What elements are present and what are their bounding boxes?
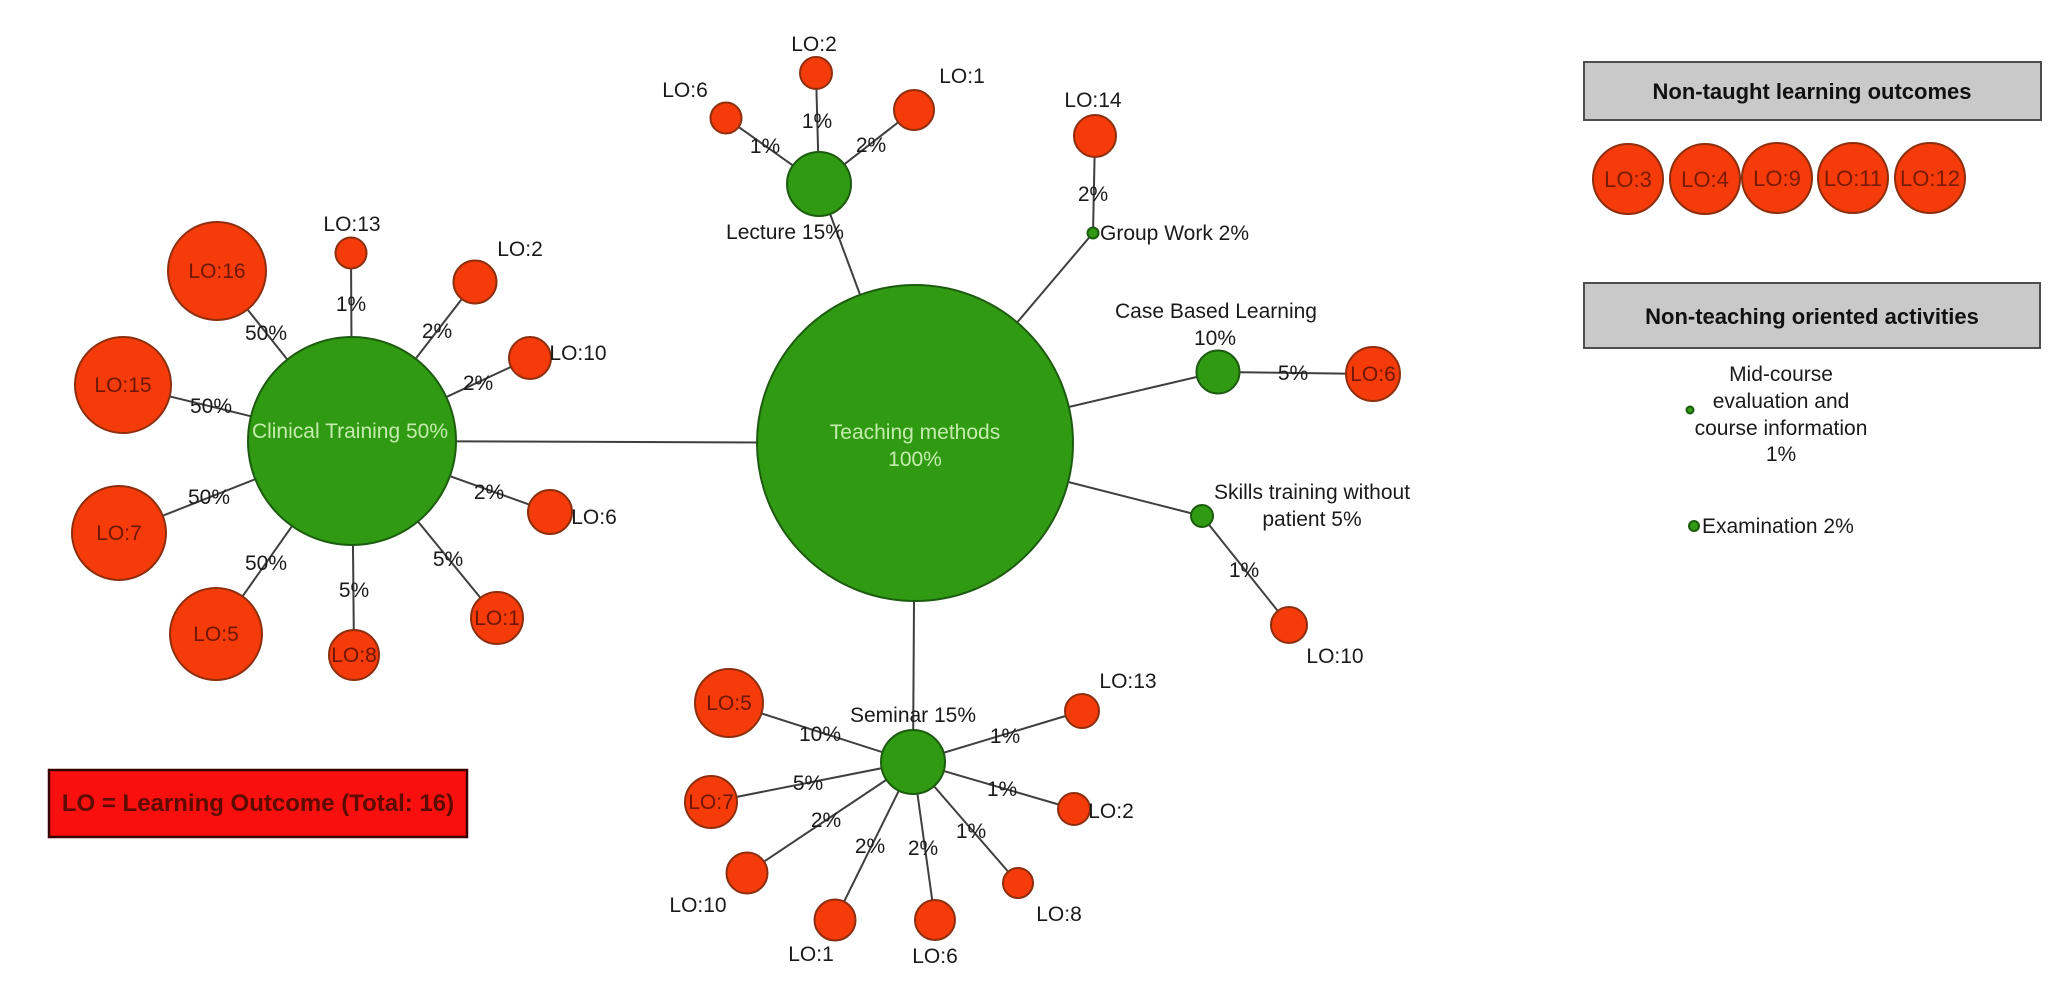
svg-text:LO:10: LO:10 <box>1306 645 1363 668</box>
svg-text:LO:11: LO:11 <box>1824 166 1882 191</box>
svg-text:Case Based Learning: Case Based Learning <box>1115 300 1317 323</box>
svg-text:5%: 5% <box>433 548 463 571</box>
svg-text:Seminar 15%: Seminar 15% <box>850 704 976 727</box>
svg-text:LO:7: LO:7 <box>688 791 734 814</box>
svg-text:50%: 50% <box>245 552 287 575</box>
svg-text:1%: 1% <box>987 778 1017 801</box>
svg-text:5%: 5% <box>339 579 369 602</box>
svg-text:Skills training without: Skills training without <box>1214 481 1410 504</box>
svg-text:LO:9: LO:9 <box>1753 166 1801 191</box>
svg-text:Mid-course: Mid-course <box>1729 363 1833 386</box>
svg-text:2%: 2% <box>855 835 885 858</box>
svg-text:5%: 5% <box>1278 362 1308 385</box>
svg-text:patient 5%: patient 5% <box>1262 508 1361 531</box>
svg-text:LO:10: LO:10 <box>669 894 726 917</box>
svg-text:LO:13: LO:13 <box>1099 670 1156 693</box>
svg-text:Lecture 15%: Lecture 15% <box>726 221 844 244</box>
svg-text:2%: 2% <box>422 320 452 343</box>
svg-text:LO:1: LO:1 <box>939 65 985 88</box>
svg-text:LO:3: LO:3 <box>1604 167 1652 192</box>
svg-text:1%: 1% <box>750 135 780 158</box>
svg-text:10%: 10% <box>1194 327 1236 350</box>
svg-text:evaluation and: evaluation and <box>1713 390 1850 413</box>
svg-text:50%: 50% <box>188 486 230 509</box>
svg-text:LO:15: LO:15 <box>94 374 151 397</box>
svg-text:Teaching methods: Teaching methods <box>830 421 1000 444</box>
svg-text:LO:10: LO:10 <box>549 342 606 365</box>
svg-text:Group Work 2%: Group Work 2% <box>1100 222 1249 245</box>
svg-text:LO:1: LO:1 <box>474 607 520 630</box>
svg-text:LO:7: LO:7 <box>96 522 142 545</box>
svg-text:LO = Learning Outcome (Total:: LO = Learning Outcome (Total: 16) <box>62 790 454 817</box>
svg-text:2%: 2% <box>463 372 493 395</box>
svg-text:LO:12: LO:12 <box>1900 166 1960 191</box>
svg-text:1%: 1% <box>990 725 1020 748</box>
svg-text:Non-teaching oriented activiti: Non-teaching oriented activities <box>1645 304 1979 329</box>
svg-text:Clinical Training 50%: Clinical Training 50% <box>252 420 448 443</box>
svg-text:1%: 1% <box>1229 559 1259 582</box>
svg-text:LO:8: LO:8 <box>1036 903 1082 926</box>
svg-text:LO:1: LO:1 <box>788 943 834 966</box>
svg-text:LO:2: LO:2 <box>1088 800 1134 823</box>
svg-text:LO:6: LO:6 <box>912 945 958 968</box>
svg-text:1%: 1% <box>802 110 832 133</box>
svg-text:1%: 1% <box>1766 443 1796 466</box>
svg-text:1%: 1% <box>336 293 366 316</box>
svg-text:LO:4: LO:4 <box>1681 167 1729 192</box>
svg-text:5%: 5% <box>793 772 823 795</box>
svg-text:2%: 2% <box>1078 183 1108 206</box>
svg-text:LO:8: LO:8 <box>331 644 377 667</box>
svg-text:2%: 2% <box>474 481 504 504</box>
svg-text:100%: 100% <box>888 448 942 471</box>
svg-text:Examination 2%: Examination 2% <box>1702 515 1854 538</box>
svg-text:Non-taught learning outcomes: Non-taught learning outcomes <box>1653 79 1972 104</box>
svg-text:50%: 50% <box>190 395 232 418</box>
svg-text:LO:6: LO:6 <box>1350 363 1396 386</box>
svg-text:LO:6: LO:6 <box>571 506 617 529</box>
svg-text:2%: 2% <box>908 837 938 860</box>
svg-text:LO:5: LO:5 <box>706 692 752 715</box>
svg-text:course information: course information <box>1695 417 1868 440</box>
svg-text:LO:2: LO:2 <box>497 238 543 261</box>
svg-text:50%: 50% <box>245 322 287 345</box>
svg-text:10%: 10% <box>799 723 841 746</box>
svg-text:LO:2: LO:2 <box>791 33 837 56</box>
svg-text:2%: 2% <box>811 809 841 832</box>
svg-text:LO:6: LO:6 <box>662 79 708 102</box>
svg-text:1%: 1% <box>956 820 986 843</box>
svg-text:2%: 2% <box>856 134 886 157</box>
svg-text:LO:13: LO:13 <box>323 213 380 236</box>
svg-text:LO:14: LO:14 <box>1064 89 1122 112</box>
svg-text:LO:16: LO:16 <box>188 260 245 283</box>
svg-text:LO:5: LO:5 <box>193 623 239 646</box>
